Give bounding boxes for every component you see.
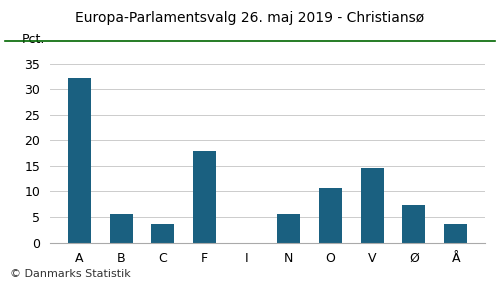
Bar bbox=[110, 214, 132, 243]
Bar bbox=[360, 168, 384, 243]
Bar bbox=[194, 151, 216, 243]
Text: Europa-Parlamentsvalg 26. maj 2019 - Christiansø: Europa-Parlamentsvalg 26. maj 2019 - Chr… bbox=[76, 11, 424, 25]
Bar bbox=[318, 188, 342, 243]
Bar bbox=[444, 224, 467, 243]
Bar bbox=[68, 78, 91, 243]
Text: Pct.: Pct. bbox=[22, 33, 45, 46]
Text: © Danmarks Statistik: © Danmarks Statistik bbox=[10, 269, 131, 279]
Bar bbox=[152, 224, 174, 243]
Bar bbox=[277, 214, 300, 243]
Bar bbox=[402, 205, 425, 243]
